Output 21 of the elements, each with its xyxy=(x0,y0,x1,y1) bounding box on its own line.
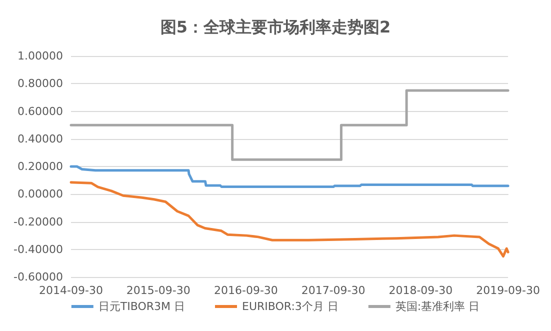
y-tick-label: 0.60000 xyxy=(18,104,63,118)
line-series xyxy=(70,181,510,258)
x-tick-label: 2016-09-30 xyxy=(214,284,278,297)
y-tick-label: 0.40000 xyxy=(18,132,63,146)
y-tick-label: 0.20000 xyxy=(18,160,63,173)
x-tick-label: 2015-09-30 xyxy=(126,284,190,297)
y-tick-label: 0.00000 xyxy=(18,188,63,201)
legend-label: 日元TIBOR3M 日 xyxy=(98,300,186,313)
x-tick-label: 2014-09-30 xyxy=(39,284,103,297)
line-series xyxy=(70,165,510,188)
y-tick-label: -0.60000 xyxy=(14,270,63,284)
legend-label: EURIBOR:3个月 日 xyxy=(242,300,338,313)
x-tick-label: 2017-09-30 xyxy=(301,284,366,297)
chart-title: 图5：全球主要市场利率走势图2 xyxy=(160,18,391,36)
y-tick-label: -0.40000 xyxy=(14,242,63,256)
x-tick-label: 2019-09-30 xyxy=(476,284,540,297)
y-tick-label: -0.20000 xyxy=(14,215,63,228)
legend-label: 英国:基准利率 日 xyxy=(395,300,480,313)
y-tick-label: 0.80000 xyxy=(18,77,63,90)
x-tick-label: 2018-09-30 xyxy=(388,284,453,297)
y-tick-label: 1.00000 xyxy=(18,50,63,62)
